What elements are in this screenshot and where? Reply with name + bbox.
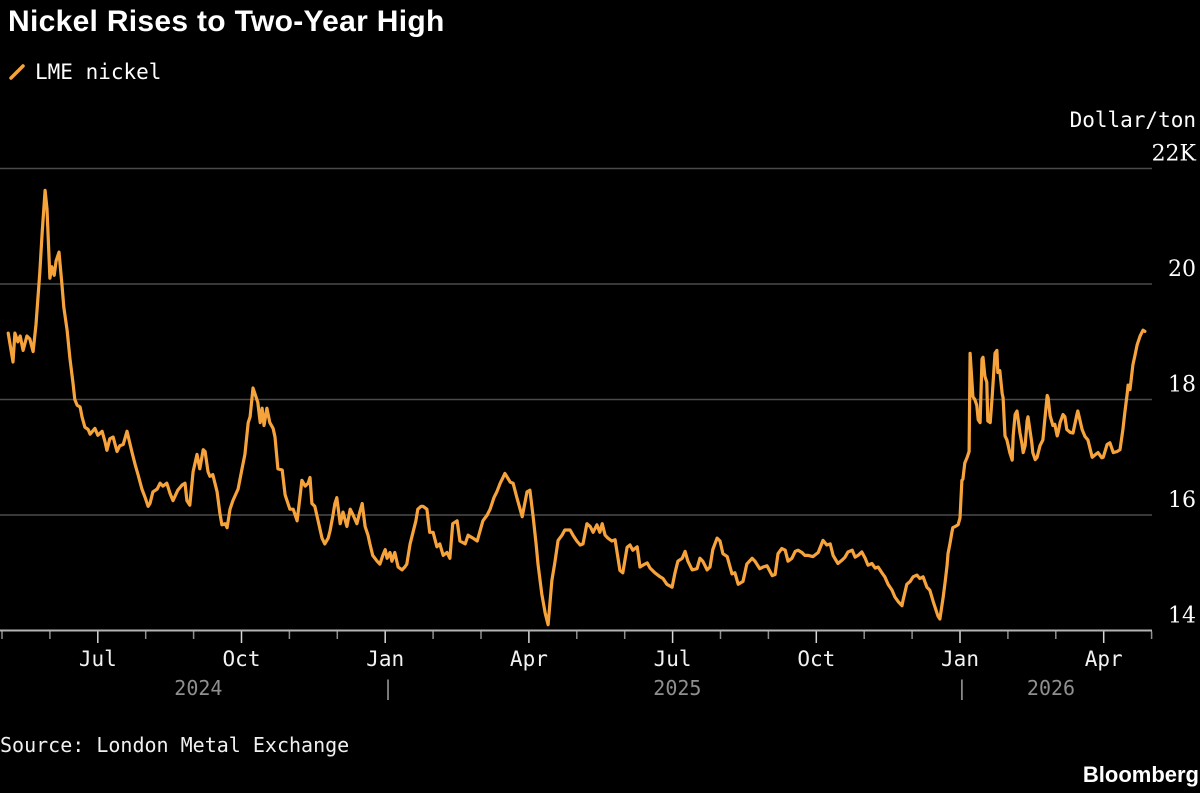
year-label: 2024 (174, 676, 222, 700)
y-tick-label: 14 (1168, 604, 1196, 629)
month-label: Apr (1085, 647, 1123, 671)
page-title: Nickel Rises to Two-Year High (8, 5, 445, 38)
x-axis-year-labels: 2024 | 2025 | 2026 (174, 676, 1075, 700)
y-axis-unit-label: Dollar/ton (1070, 108, 1196, 132)
x-axis-ticks (1, 631, 1153, 643)
month-label: Oct (223, 647, 261, 671)
year-label: 2025 (653, 676, 701, 700)
source-note: Source: London Metal Exchange (0, 733, 350, 757)
x-axis-month-labels: Jul Oct Jan Apr Jul Oct Jan Apr (79, 647, 1123, 671)
y-axis-labels: 22K 20 18 16 14 (1152, 142, 1197, 629)
month-label: Oct (797, 647, 835, 671)
slash-icon (9, 64, 25, 80)
year-label: 2026 (1027, 676, 1075, 700)
gridlines (0, 167, 1152, 516)
month-label: Apr (510, 647, 548, 671)
y-tick-label: 20 (1168, 257, 1196, 282)
legend-label: LME nickel (35, 60, 162, 84)
month-label: Jul (79, 647, 117, 671)
price-line (6, 188, 1147, 627)
month-label: Jan (941, 647, 979, 671)
y-tick-label: 18 (1168, 373, 1196, 398)
y-tick-label: 16 (1168, 488, 1196, 513)
month-label: Jul (654, 647, 692, 671)
bloomberg-logo: Bloomberg (1082, 762, 1199, 787)
y-tick-label: 22K (1152, 142, 1197, 167)
year-divider: | (382, 676, 394, 700)
legend: LME nickel (8, 60, 161, 84)
month-label: Jan (366, 647, 404, 671)
year-divider: | (956, 676, 968, 700)
